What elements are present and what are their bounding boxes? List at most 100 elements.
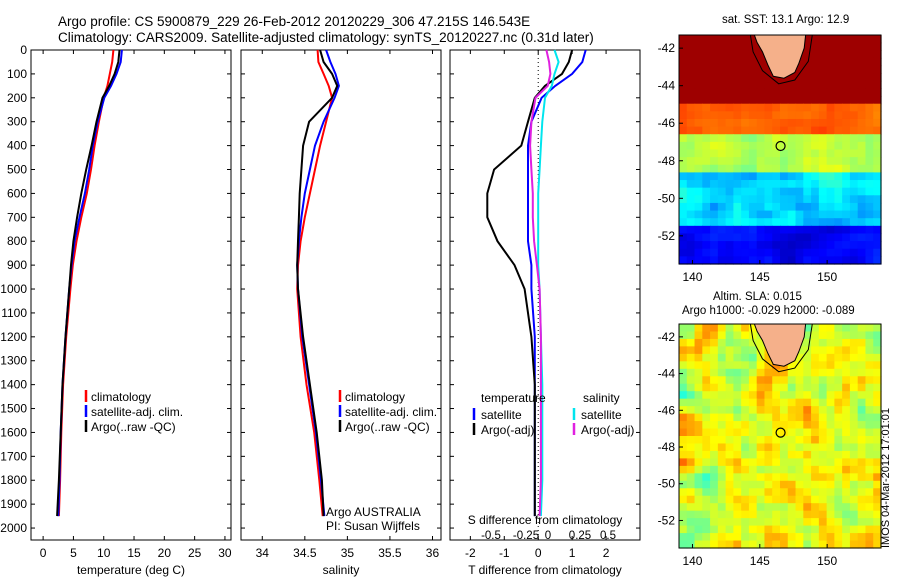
legend-entry: climatology <box>345 390 405 404</box>
map-cell <box>795 248 804 257</box>
map-cell <box>795 391 804 400</box>
map-cell <box>679 96 688 105</box>
map-cell <box>818 80 828 90</box>
map-cell <box>865 73 874 82</box>
map-cell <box>780 436 789 445</box>
map-cell <box>748 218 758 227</box>
map-cell <box>717 57 727 67</box>
map-cell <box>772 495 781 504</box>
map-cell <box>764 473 773 482</box>
map-cell <box>787 103 797 112</box>
map-cell <box>873 187 882 196</box>
map-cell <box>811 118 820 128</box>
x-tick-label: 20 <box>158 546 172 560</box>
map-cell <box>787 398 797 407</box>
map-cell <box>679 80 688 90</box>
map-cell <box>694 164 703 173</box>
map-cell <box>787 157 797 166</box>
map-cell <box>702 164 711 173</box>
map-cell <box>834 172 843 181</box>
map-cell <box>725 443 734 452</box>
map-cell <box>811 172 820 181</box>
map-cell <box>818 361 828 370</box>
map-cell <box>787 495 797 504</box>
map-cell <box>710 111 719 120</box>
map-cell <box>756 533 766 542</box>
isobath-contour <box>749 34 813 85</box>
map-cell <box>857 458 867 467</box>
map-cell <box>865 157 874 166</box>
map-cell <box>733 376 742 385</box>
map-cell <box>741 50 750 59</box>
map-cell <box>842 118 851 128</box>
map-cell <box>679 233 688 242</box>
map-cell <box>857 256 867 265</box>
map-cell <box>787 118 797 128</box>
map-cell <box>873 391 882 400</box>
map-cell <box>787 256 797 265</box>
map-cell <box>710 428 719 437</box>
map-cell <box>818 172 828 181</box>
map-cell <box>795 398 804 407</box>
map-cell <box>842 450 851 459</box>
map-cell <box>748 488 758 497</box>
map-cell <box>748 57 758 67</box>
map-cell <box>803 353 812 362</box>
map-cell <box>849 518 859 527</box>
map-cell <box>710 458 719 467</box>
map-cell <box>717 353 727 362</box>
map-cell <box>842 421 851 430</box>
map-cell <box>865 324 874 333</box>
x-top-tick-label: -0.25 <box>513 530 539 542</box>
map-cell <box>803 172 812 181</box>
map-cell <box>710 126 719 135</box>
map-cell <box>679 533 688 542</box>
map-cell <box>803 241 812 250</box>
map-cell <box>857 202 867 212</box>
map-cell <box>764 149 773 158</box>
map-cell <box>741 65 750 74</box>
map-cell <box>725 57 734 67</box>
map-cell <box>733 65 742 74</box>
map-cell <box>725 96 734 105</box>
map-cell <box>873 353 882 362</box>
map-cell <box>857 248 867 257</box>
map-cell <box>694 361 703 370</box>
map-cell <box>741 187 750 196</box>
map-cell <box>717 338 727 347</box>
map-cell <box>818 324 828 333</box>
x-top-tick-label: 0.5 <box>600 530 616 542</box>
map-cell <box>865 57 874 67</box>
map-cell <box>733 118 742 128</box>
map-cell <box>725 225 734 235</box>
map-cell <box>679 480 688 489</box>
map-cell <box>803 406 812 415</box>
map-cell <box>780 149 789 158</box>
map-cell <box>717 118 727 128</box>
map-cell <box>787 111 797 120</box>
map-cell <box>679 525 688 534</box>
map-cell <box>873 218 882 227</box>
map-cell <box>702 180 711 189</box>
map-cell <box>748 210 758 219</box>
map-cell <box>733 391 742 400</box>
map-cell <box>756 180 766 189</box>
map-cell <box>857 35 867 44</box>
map-cell <box>725 331 734 340</box>
map-cell <box>857 42 867 51</box>
map-cell <box>849 180 859 189</box>
map-cell <box>710 180 719 189</box>
x-tick-label: 25 <box>188 546 202 560</box>
map-cell <box>857 353 867 362</box>
map-cell <box>803 413 812 422</box>
map-cell <box>725 488 734 497</box>
map-cell <box>733 368 742 377</box>
map-cell <box>725 338 734 347</box>
map-cell <box>803 465 812 474</box>
map-cell <box>694 187 703 196</box>
map-cell <box>818 421 828 430</box>
map-cell <box>834 111 843 120</box>
map-cell <box>694 180 703 189</box>
map-cell <box>857 346 867 355</box>
map-cell <box>679 195 688 204</box>
